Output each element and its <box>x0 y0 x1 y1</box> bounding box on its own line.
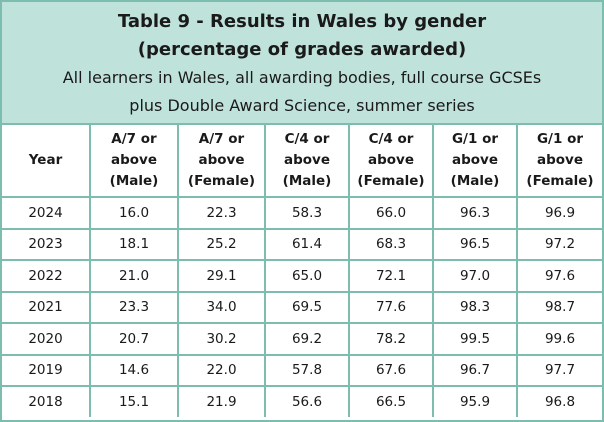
table-cell: 65.0 <box>264 259 350 293</box>
table-cell: 2020 <box>2 322 91 356</box>
table-cell: 61.4 <box>264 227 350 261</box>
table-cell: 16.0 <box>89 196 179 230</box>
subtitle-line: plus Double Award Science, summer series <box>129 96 475 115</box>
title-line: Table 9 - Results in Wales by gender <box>117 11 487 32</box>
table-cell: 2021 <box>2 290 91 324</box>
table-cell: 30.2 <box>177 322 266 356</box>
table-row: 2022 21.0 29.1 65.0 72.1 97.0 97.6 <box>2 259 602 293</box>
table-cell: 22.3 <box>177 196 266 230</box>
table-row: 2018 15.1 21.9 56.6 66.5 95.9 96.8 <box>2 385 602 417</box>
table-cell: 69.5 <box>264 290 350 324</box>
column-header: Year <box>2 125 91 198</box>
table-cell: 21.9 <box>177 385 266 417</box>
table-cell: 22.0 <box>177 353 266 387</box>
table-cell: 98.7 <box>516 290 602 324</box>
table-cell: 2018 <box>2 385 91 417</box>
table-cell: 96.9 <box>516 196 602 230</box>
table-cell: 97.6 <box>516 259 602 293</box>
table-cell: 69.2 <box>264 322 350 356</box>
title-line: (percentage of grades awarded) <box>137 39 467 60</box>
table-cell: 97.7 <box>516 353 602 387</box>
table-cell: 2023 <box>2 227 91 261</box>
table-row: 2019 14.6 22.0 57.8 67.6 96.7 97.7 <box>2 353 602 387</box>
column-header: A/7 or above (Male) <box>89 125 179 198</box>
table-cell: 23.3 <box>89 290 179 324</box>
table-row: 2021 23.3 34.0 69.5 77.6 98.3 98.7 <box>2 290 602 324</box>
table-cell: 66.5 <box>348 385 434 417</box>
column-header: C/4 or above (Female) <box>348 125 434 198</box>
table-cell: 29.1 <box>177 259 266 293</box>
table-cell: 96.7 <box>432 353 518 387</box>
table-row: 2024 16.0 22.3 58.3 66.0 96.3 96.9 <box>2 196 602 230</box>
table-cell: 96.3 <box>432 196 518 230</box>
table-cell: 72.1 <box>348 259 434 293</box>
table-cell: 2024 <box>2 196 91 230</box>
table-cell: 58.3 <box>264 196 350 230</box>
table-cell: 2019 <box>2 353 91 387</box>
subtitle-line: All learners in Wales, all awarding bodi… <box>62 68 542 87</box>
results-table: Year A/7 or above (Male) A/7 or above (Fem… <box>2 125 602 417</box>
table-cell: 99.5 <box>432 322 518 356</box>
table-cell: 99.6 <box>516 322 602 356</box>
table-cell: 14.6 <box>89 353 179 387</box>
table-cell: 98.3 <box>432 290 518 324</box>
column-header: A/7 or above (Female) <box>177 125 266 198</box>
table-row: 2023 18.1 25.2 61.4 68.3 96.5 97.2 <box>2 227 602 261</box>
table-cell: 96.8 <box>516 385 602 417</box>
table-cell: 21.0 <box>89 259 179 293</box>
table-cell: 57.8 <box>264 353 350 387</box>
table-cell: 68.3 <box>348 227 434 261</box>
table-cell: 20.7 <box>89 322 179 356</box>
table-header: Table 9 - Results in Wales by gender (pe… <box>2 2 602 125</box>
table-cell: 2022 <box>2 259 91 293</box>
table-cell: 34.0 <box>177 290 266 324</box>
column-header: G/1 or above (Female) <box>516 125 602 198</box>
table-cell: 56.6 <box>264 385 350 417</box>
table-cell: 97.0 <box>432 259 518 293</box>
table-cell: 66.0 <box>348 196 434 230</box>
column-header: C/4 or above (Male) <box>264 125 350 198</box>
table-cell: 15.1 <box>89 385 179 417</box>
table-cell: 18.1 <box>89 227 179 261</box>
column-header: G/1 or above (Male) <box>432 125 518 198</box>
table-cell: 77.6 <box>348 290 434 324</box>
table-row: 2020 20.7 30.2 69.2 78.2 99.5 99.6 <box>2 322 602 356</box>
table-cell: 25.2 <box>177 227 266 261</box>
table-cell: 78.2 <box>348 322 434 356</box>
table-cell: 67.6 <box>348 353 434 387</box>
header-row: Year A/7 or above (Male) A/7 or above (Fem… <box>2 125 602 198</box>
table-cell: 95.9 <box>432 385 518 417</box>
table-cell: 97.2 <box>516 227 602 261</box>
table-cell: 96.5 <box>432 227 518 261</box>
